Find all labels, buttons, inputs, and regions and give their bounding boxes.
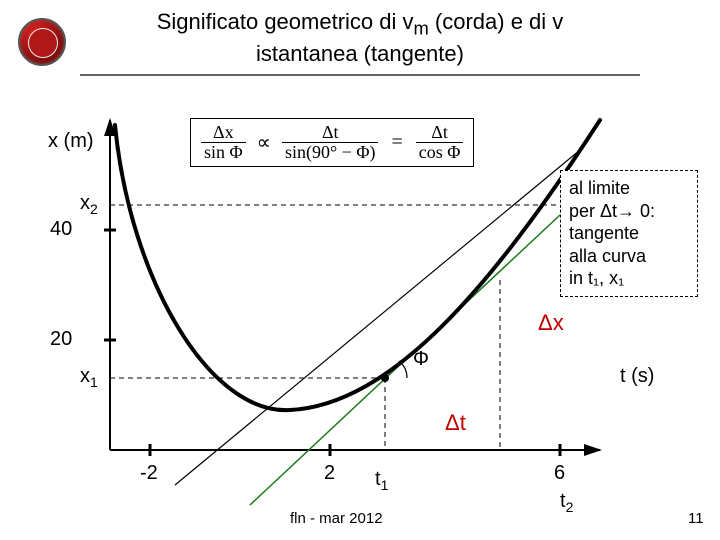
title-underline [80,74,640,76]
y-axis-label: x (m) [48,130,94,153]
label-delta-x: Δx [538,310,564,336]
label-delta-t: Δt [445,410,466,436]
note-line-3: alla curva [569,245,689,268]
label-t1: t1 [375,468,388,493]
label-phi: Φ [413,348,429,371]
note-line-1: per Δt→ 0: [569,200,689,223]
x-tick-6: 6 [554,462,565,485]
label-x2: x2 [80,192,98,217]
note-line-4: in t₁, x₁ [569,267,689,290]
slide-title-area: Significato geometrico di vm (corda) e d… [70,8,650,76]
x-axis-label: t (s) [620,365,654,388]
title-mid: (corda) e di v [429,9,564,34]
note-line-2: tangente [569,222,689,245]
y-tick-20: 20 [50,328,72,351]
note-box: al limite per Δt→ 0: tangente alla curva… [560,170,698,297]
label-t2: t2 [560,490,573,515]
institution-logo [18,18,66,66]
title-part1: Significato geometrico di v [157,9,414,34]
y-tick-40: 40 [50,218,72,241]
x-tick-2: 2 [324,462,335,485]
slide-title: Significato geometrico di vm (corda) e d… [70,8,650,68]
label-x1: x1 [80,365,98,390]
x-tick-neg2: -2 [140,462,158,485]
title-sub1: m [414,17,429,38]
footer-text: fln - mar 2012 [290,510,383,527]
note-line-0: al limite [569,177,689,200]
title-line2: istantanea (tangente) [256,41,464,66]
slide-number: 11 [688,510,704,527]
